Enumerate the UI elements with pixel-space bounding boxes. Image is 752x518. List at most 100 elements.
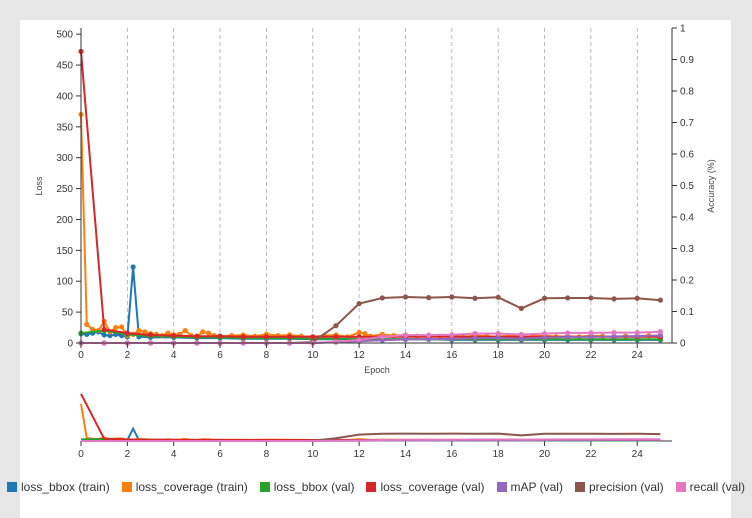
training-chart[interactable]: 0 2 4 6 8 10 12 14 16 18 20 22 240501001502002503003… bbox=[0, 0, 752, 478]
data-point-precision-val bbox=[495, 294, 501, 300]
x-tick-label: 8 bbox=[264, 350, 270, 361]
y-tick-label: 0 bbox=[67, 339, 73, 350]
data-point-map-val bbox=[588, 334, 594, 340]
data-point-loss-coverage-val bbox=[194, 333, 200, 339]
x-tick-label: 22 bbox=[585, 350, 597, 361]
data-point-loss-coverage-val bbox=[217, 333, 223, 339]
data-point-precision-val bbox=[518, 305, 524, 311]
data-point-map-val bbox=[611, 333, 617, 339]
y-tick-label: 450 bbox=[56, 61, 73, 72]
x-tick-label: 14 bbox=[400, 350, 412, 361]
legend-item[interactable]: mAP (val) bbox=[496, 480, 563, 494]
data-point-precision-val bbox=[379, 295, 385, 301]
data-point-map-val bbox=[657, 332, 664, 339]
overview-x-tick-label: 22 bbox=[585, 449, 597, 460]
legend-label: loss_bbox (val) bbox=[273, 480, 355, 494]
data-point-precision-val bbox=[611, 296, 617, 302]
data-point-loss-coverage-train bbox=[200, 329, 206, 335]
data-point-recall-val bbox=[333, 339, 339, 345]
legend-label: loss_coverage (train) bbox=[135, 480, 248, 494]
y-tick-label: 150 bbox=[56, 246, 73, 257]
data-point-loss-coverage-val bbox=[263, 334, 270, 340]
legend-swatch bbox=[574, 482, 585, 492]
overview-x-tick-label: 16 bbox=[446, 449, 458, 460]
legend-item[interactable]: loss_bbox (train) bbox=[6, 480, 110, 494]
data-point-precision-val bbox=[449, 294, 455, 300]
x-tick-label: 4 bbox=[171, 350, 177, 361]
data-point-map-val bbox=[495, 335, 501, 341]
legend-swatch bbox=[366, 482, 377, 492]
y2-tick-label: 0.8 bbox=[680, 87, 694, 98]
chart-panel bbox=[20, 20, 731, 518]
y-tick-label: 50 bbox=[62, 308, 74, 319]
data-point-map-val bbox=[426, 336, 432, 342]
overview-x-tick-label: 24 bbox=[632, 449, 644, 460]
data-point-recall-val bbox=[657, 329, 664, 335]
data-point-loss-coverage-val bbox=[171, 332, 177, 339]
data-point-loss-coverage-train bbox=[136, 328, 142, 334]
legend-swatch bbox=[121, 482, 132, 492]
data-point-map-val bbox=[449, 336, 455, 342]
data-point-recall-val bbox=[518, 331, 524, 338]
x-tick-label: 6 bbox=[217, 350, 223, 361]
data-point-precision-val bbox=[541, 295, 548, 301]
data-point-loss-coverage-val bbox=[286, 334, 293, 340]
overview-x-tick-label: 4 bbox=[171, 449, 177, 460]
y-tick-label: 300 bbox=[56, 153, 73, 164]
overview-x-tick-label: 12 bbox=[354, 449, 366, 460]
overview-x-tick-label: 20 bbox=[539, 449, 551, 460]
data-point-loss-coverage-train bbox=[118, 324, 125, 330]
x-tick-label: 24 bbox=[632, 350, 644, 361]
y-tick-label: 500 bbox=[56, 30, 73, 41]
legend-label: loss_bbox (train) bbox=[20, 480, 110, 494]
overview-x-tick-label: 8 bbox=[264, 449, 270, 460]
data-point-precision-val bbox=[657, 297, 664, 303]
legend-item[interactable]: loss_coverage (train) bbox=[121, 480, 248, 494]
y2-tick-label: 1 bbox=[680, 24, 686, 35]
y-axis-title: Loss bbox=[34, 176, 44, 196]
data-point-loss-coverage-train bbox=[84, 321, 90, 328]
legend-swatch bbox=[675, 482, 686, 492]
data-point-map-val bbox=[541, 335, 548, 341]
data-point-loss-coverage-train bbox=[362, 331, 368, 337]
x-tick-label: 16 bbox=[446, 350, 458, 361]
data-point-loss-coverage-train bbox=[142, 329, 148, 335]
y2-tick-label: 0.3 bbox=[680, 244, 694, 255]
legend-item[interactable]: precision (val) bbox=[574, 480, 664, 494]
data-point-precision-val bbox=[426, 295, 432, 301]
data-point-precision-val bbox=[588, 295, 594, 301]
data-point-precision-val bbox=[402, 294, 409, 300]
data-point-loss-coverage-train bbox=[205, 330, 212, 336]
data-point-recall-val bbox=[379, 334, 385, 340]
axes: 0 2 4 6 8 10 12 14 16 18 20 22 240501001502002503003… bbox=[56, 24, 694, 362]
legend: loss_bbox (train) loss_coverage (train) lo… bbox=[0, 480, 752, 494]
data-point-map-val bbox=[565, 334, 571, 340]
overview-brush-plot[interactable]: 0 2 4 6 8 10 12 14 16 18 20 22 24 bbox=[78, 393, 672, 460]
x-tick-label: 10 bbox=[307, 350, 319, 361]
grid bbox=[126, 28, 638, 343]
overview-x-tick-label: 6 bbox=[217, 449, 223, 460]
data-point-precision-val bbox=[634, 295, 640, 301]
data-point-loss-bbox-train bbox=[130, 264, 136, 270]
legend-item[interactable]: loss_coverage (val) bbox=[366, 480, 485, 494]
y-tick-label: 100 bbox=[56, 277, 73, 288]
data-point-recall-val bbox=[472, 330, 478, 337]
data-point-recall-val bbox=[426, 332, 432, 338]
data-point-map-val bbox=[518, 335, 524, 342]
data-point-recall-val bbox=[449, 332, 455, 338]
x-tick-label: 2 bbox=[125, 350, 131, 361]
overview-x-tick-label: 2 bbox=[125, 449, 131, 460]
y2-tick-label: 0.9 bbox=[680, 55, 694, 66]
legend-item[interactable]: recall (val) bbox=[675, 480, 746, 494]
legend-swatch bbox=[259, 482, 270, 492]
overview-x-tick-label: 18 bbox=[493, 449, 505, 460]
series-line-loss-coverage-train bbox=[80, 114, 661, 339]
legend-item[interactable]: loss_bbox (val) bbox=[259, 480, 355, 494]
y-tick-label: 400 bbox=[56, 91, 73, 102]
legend-label: recall (val) bbox=[689, 480, 746, 494]
data-point-recall-val bbox=[402, 332, 409, 338]
data-point-loss-coverage-val bbox=[310, 334, 316, 340]
main-plot[interactable] bbox=[78, 48, 664, 346]
y-tick-label: 250 bbox=[56, 184, 73, 195]
data-point-recall-val bbox=[634, 330, 640, 336]
